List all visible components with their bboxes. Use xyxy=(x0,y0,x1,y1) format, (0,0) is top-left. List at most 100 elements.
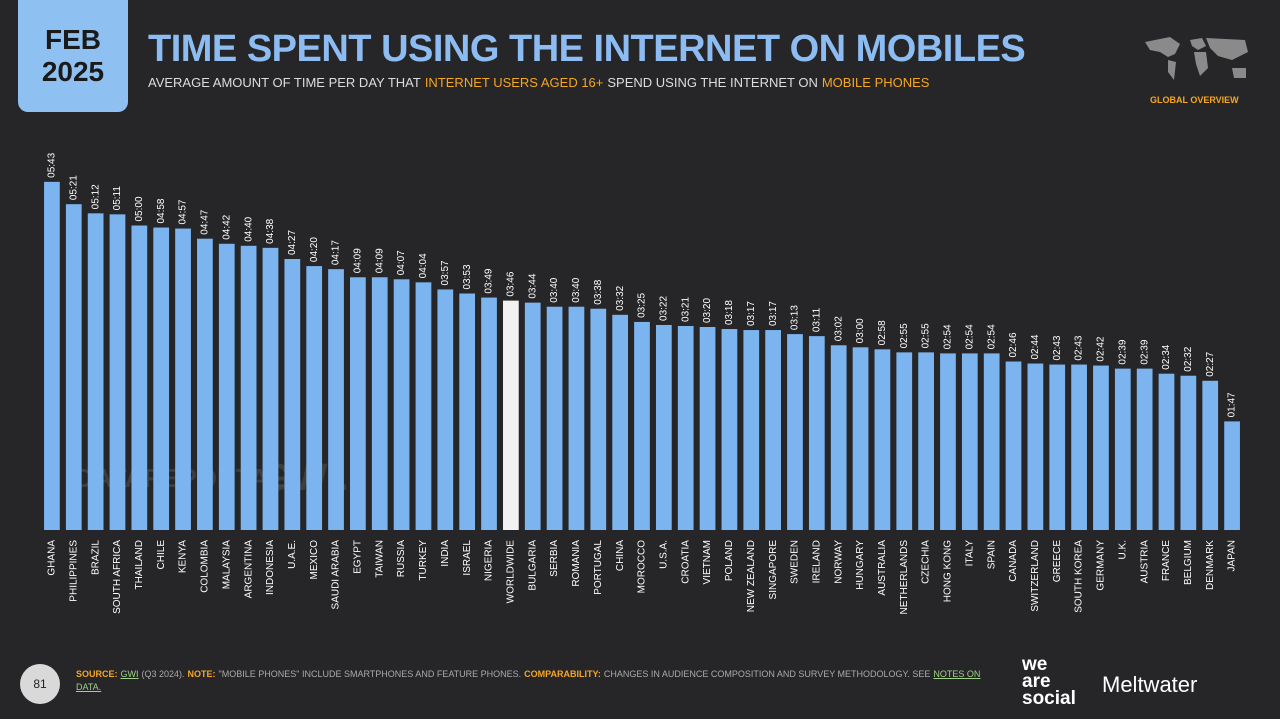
x-tick-label: GERMANY xyxy=(1096,540,1107,591)
bar xyxy=(961,353,978,530)
value-label: 02:39 xyxy=(1117,339,1128,364)
badge-year: 2025 xyxy=(41,56,105,87)
x-tick-label: NORWAY xyxy=(833,540,844,584)
subtitle-highlight: INTERNET USERS AGED 16+ xyxy=(424,75,604,90)
x-tick-label: MOROCCO xyxy=(637,540,648,594)
x-tick-label: DENMARK xyxy=(1205,540,1216,590)
meltwater-logo: Meltwater xyxy=(1102,672,1198,697)
bar xyxy=(371,277,388,530)
x-tick-label: AUSTRIA xyxy=(1139,540,1150,584)
x-tick-label: CZECHIA xyxy=(921,540,932,584)
bar xyxy=(808,336,825,530)
x-tick-label: PHILIPPINES xyxy=(68,540,79,602)
value-label: 03:22 xyxy=(658,296,669,321)
value-label: 05:21 xyxy=(68,175,79,200)
value-label: 03:49 xyxy=(484,268,495,293)
value-label: 02:43 xyxy=(1052,335,1063,360)
value-label: 02:55 xyxy=(899,323,910,348)
value-label: 02:54 xyxy=(986,324,997,349)
bar xyxy=(1071,364,1087,530)
value-label: 04:38 xyxy=(265,218,276,243)
x-tick-label: SPAIN xyxy=(986,540,997,569)
x-tick-label: CROATIA xyxy=(680,540,691,584)
x-tick-label: SAUDI ARABIA xyxy=(331,540,342,610)
footer-label: SOURCE: xyxy=(76,669,118,679)
value-label: 02:34 xyxy=(1161,344,1172,369)
bar xyxy=(240,245,257,531)
value-label: 01:47 xyxy=(1227,392,1238,417)
x-tick-label: GREECE xyxy=(1052,540,1063,583)
bar xyxy=(306,266,323,530)
x-tick-label: SERBIA xyxy=(549,540,560,577)
x-tick-label: ARGENTINA xyxy=(243,540,254,599)
notes-link[interactable]: NOTES ON DATA. xyxy=(76,669,981,692)
bar xyxy=(437,289,454,530)
bar xyxy=(44,181,60,531)
x-tick-label: FRANCE xyxy=(1161,540,1172,581)
subtitle-text: SPEND USING THE INTERNET ON xyxy=(607,75,818,90)
x-tick-label: COLOMBIA xyxy=(200,540,211,593)
value-label: 04:17 xyxy=(331,240,342,265)
watermark: DATAREPORTAL xyxy=(75,463,285,493)
x-tick-label: HUNGARY xyxy=(855,540,866,590)
x-tick-label: NIGERIA xyxy=(484,540,495,581)
value-label: 04:40 xyxy=(243,216,254,241)
x-tick-label: IRELAND xyxy=(811,540,822,583)
value-label: 02:54 xyxy=(943,324,954,349)
value-label: 03:11 xyxy=(811,307,822,332)
bar xyxy=(1027,363,1044,530)
bar xyxy=(677,325,694,530)
bar xyxy=(918,352,934,530)
value-label: 03:20 xyxy=(702,298,713,323)
bar xyxy=(590,308,607,530)
footer-label: NOTE: xyxy=(187,669,216,679)
bar xyxy=(503,300,519,530)
x-tick-label: CHINA xyxy=(615,540,626,571)
bar xyxy=(1180,375,1197,530)
bar xyxy=(65,204,82,530)
x-tick-label: BRAZIL xyxy=(90,540,101,575)
x-tick-label: WORLDWIDE xyxy=(506,540,517,604)
footer-label: COMPARABILITY: xyxy=(524,669,601,679)
x-tick-label: TURKEY xyxy=(418,540,429,581)
x-tick-label: U.S.A. xyxy=(658,540,669,569)
value-label: 05:43 xyxy=(47,152,58,177)
value-label: 03:17 xyxy=(746,301,757,326)
x-tick-label: SWITZERLAND xyxy=(1030,540,1041,612)
source-link[interactable]: GWI xyxy=(120,669,139,679)
bar xyxy=(328,269,344,530)
bar xyxy=(765,330,781,530)
x-tick-label: RUSSIA xyxy=(396,540,407,578)
x-tick-label: MEXICO xyxy=(309,540,320,580)
value-label: 02:55 xyxy=(921,323,932,348)
bar xyxy=(153,227,170,530)
footer-text: CHANGES IN AUDIENCE COMPOSITION AND SURV… xyxy=(603,669,931,679)
bar xyxy=(197,238,213,530)
value-label: 03:13 xyxy=(790,305,801,330)
x-tick-label: ITALY xyxy=(964,540,975,567)
x-tick-label: HONG KONG xyxy=(943,540,954,602)
x-tick-label: ISRAEL xyxy=(462,540,473,576)
value-label: 04:07 xyxy=(396,250,407,275)
bar xyxy=(1158,373,1175,530)
value-label: 04:27 xyxy=(287,230,298,255)
value-label: 04:20 xyxy=(309,237,320,262)
subtitle-text: AVERAGE AMOUNT OF TIME PER DAY THAT xyxy=(148,75,421,90)
value-label: 04:58 xyxy=(156,198,167,223)
bar xyxy=(983,353,1000,530)
bar xyxy=(393,279,410,530)
bar xyxy=(218,243,235,530)
value-label: 02:46 xyxy=(1008,332,1019,357)
value-label: 02:58 xyxy=(877,320,888,345)
value-label: 04:47 xyxy=(200,209,211,234)
x-tick-label: INDIA xyxy=(440,540,451,567)
value-label: 04:57 xyxy=(178,199,189,224)
x-tick-label: KENYA xyxy=(178,540,189,573)
value-label: 02:44 xyxy=(1030,334,1041,359)
x-tick-label: SINGAPORE xyxy=(768,540,779,600)
bar xyxy=(262,247,279,530)
bar xyxy=(1005,361,1022,530)
page-number: 81 xyxy=(20,664,60,704)
